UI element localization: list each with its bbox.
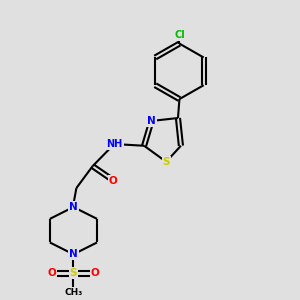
Text: N: N xyxy=(147,116,156,126)
Text: CH₃: CH₃ xyxy=(64,288,83,297)
Text: S: S xyxy=(162,157,170,167)
Text: O: O xyxy=(109,176,118,186)
Text: O: O xyxy=(91,268,99,278)
Text: N: N xyxy=(69,249,78,259)
Text: Cl: Cl xyxy=(174,30,185,40)
Text: N: N xyxy=(69,202,78,212)
Text: NH: NH xyxy=(106,139,123,149)
Text: S: S xyxy=(70,268,77,278)
Text: O: O xyxy=(48,268,56,278)
